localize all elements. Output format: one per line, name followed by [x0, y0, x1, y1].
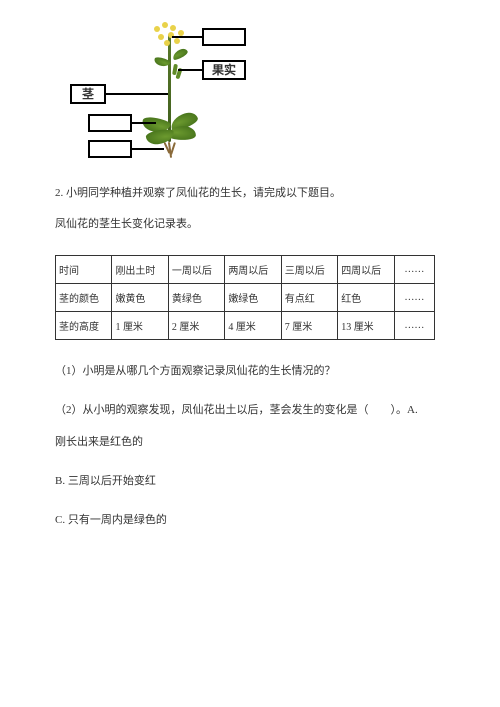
- leader-line: [132, 122, 156, 124]
- r2-c2: 2 厘米: [168, 311, 224, 339]
- leader-line: [172, 36, 202, 38]
- leader-line: [178, 69, 202, 71]
- th-time: 时间: [56, 255, 112, 283]
- plant-leaf: [145, 129, 174, 145]
- r1-ellipsis: ……: [394, 283, 434, 311]
- page: 果实 茎 2. 小明同学种植并观察了凤仙花的生长，请完成以下题目。 凤仙花的茎生…: [0, 0, 500, 707]
- th-c2: 一周以后: [168, 255, 224, 283]
- r2-ellipsis: ……: [394, 311, 434, 339]
- th-c1: 刚出土时: [112, 255, 168, 283]
- r1-label: 茎的颜色: [56, 283, 112, 311]
- plant-flowers: [150, 20, 188, 50]
- r2-c4: 7 厘米: [281, 311, 337, 339]
- r1-c4: 有点红: [281, 283, 337, 311]
- q2-subtitle: 凤仙花的茎生长变化记录表。: [55, 217, 445, 232]
- label-box-blank-bottom: [88, 140, 132, 158]
- th-c5: 四周以后: [338, 255, 394, 283]
- table-row: 茎的颜色 嫩黄色 黄绿色 嫩绿色 有点红 红色 ……: [56, 283, 435, 311]
- label-box-fruit: 果实: [202, 60, 246, 80]
- plant-illustration: [140, 22, 200, 162]
- r1-c5: 红色: [338, 283, 394, 311]
- leader-line: [132, 148, 164, 150]
- q2-part2: （2）从小明的观察发现，凤仙花出土以后，茎会发生的变化是（ ）。A.: [55, 403, 445, 418]
- plant-root: [170, 142, 175, 155]
- plant-diagram: 果实 茎: [60, 22, 260, 162]
- q2-intro: 2. 小明同学种植并观察了凤仙花的生长，请完成以下题目。: [55, 186, 445, 201]
- table-row: 茎的高度 1 厘米 2 厘米 4 厘米 7 厘米 13 厘米 ……: [56, 311, 435, 339]
- r2-label: 茎的高度: [56, 311, 112, 339]
- label-box-blank-top: [202, 28, 246, 46]
- r2-c1: 1 厘米: [112, 311, 168, 339]
- th-c3: 两周以后: [225, 255, 281, 283]
- growth-table: 时间 刚出土时 一周以后 两周以后 三周以后 四周以后 …… 茎的颜色 嫩黄色 …: [55, 255, 435, 340]
- label-box-stem: 茎: [70, 84, 106, 104]
- option-a-tail: 刚长出来是红色的: [55, 435, 445, 450]
- leader-line: [106, 93, 168, 95]
- r1-c1: 嫩黄色: [112, 283, 168, 311]
- r2-c5: 13 厘米: [338, 311, 394, 339]
- option-c: C. 只有一周内是绿色的: [55, 513, 445, 528]
- label-box-blank-mid: [88, 114, 132, 132]
- table-row: 时间 刚出土时 一周以后 两周以后 三周以后 四周以后 ……: [56, 255, 435, 283]
- th-c4: 三周以后: [281, 255, 337, 283]
- option-b: B. 三周以后开始变红: [55, 474, 445, 489]
- r1-c2: 黄绿色: [168, 283, 224, 311]
- th-ellipsis: ……: [394, 255, 434, 283]
- r1-c3: 嫩绿色: [225, 283, 281, 311]
- r2-c3: 4 厘米: [225, 311, 281, 339]
- q2-part1: （1）小明是从哪几个方面观察记录凤仙花的生长情况的？: [55, 364, 445, 379]
